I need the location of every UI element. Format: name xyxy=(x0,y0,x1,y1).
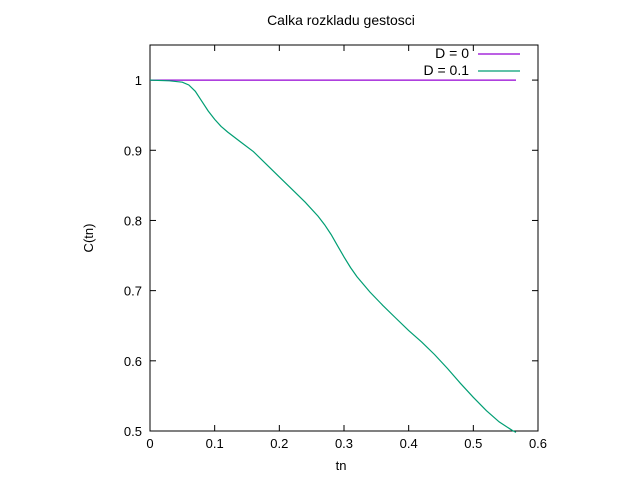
x-tick-label: 0.4 xyxy=(400,436,418,451)
y-tick-label: 0.9 xyxy=(124,143,142,158)
x-tick-label: 0.3 xyxy=(335,436,353,451)
plot-frame xyxy=(149,44,539,432)
legend-label-d01: D = 0.1 xyxy=(423,62,469,78)
x-axis: 0 0.1 0.2 0.3 0.4 0.5 0.6 xyxy=(146,45,547,451)
x-axis-label: tn xyxy=(336,458,347,473)
x-tick-label: 0.1 xyxy=(206,436,224,451)
x-tick-label: 0.2 xyxy=(270,436,288,451)
x-tick-label: 0.6 xyxy=(529,436,547,451)
legend: D = 0 D = 0.1 xyxy=(423,45,520,78)
y-tick-label: 0.5 xyxy=(124,424,142,439)
y-tick-label: 1 xyxy=(135,73,142,88)
y-axis-label: C(tn) xyxy=(81,224,96,253)
x-tick-label: 0 xyxy=(146,436,153,451)
y-tick-label: 0.8 xyxy=(124,213,142,228)
y-tick-label: 0.6 xyxy=(124,354,142,369)
y-axis: 0.5 0.6 0.7 0.8 0.9 1 xyxy=(124,73,538,439)
y-tick-label: 0.7 xyxy=(124,284,142,299)
series-layer xyxy=(149,79,517,433)
series-line-1 xyxy=(149,79,517,433)
x-tick-label: 0.5 xyxy=(464,436,482,451)
chart-title: Calka rozkladu gestosci xyxy=(267,12,415,28)
legend-label-d0: D = 0 xyxy=(435,45,469,61)
